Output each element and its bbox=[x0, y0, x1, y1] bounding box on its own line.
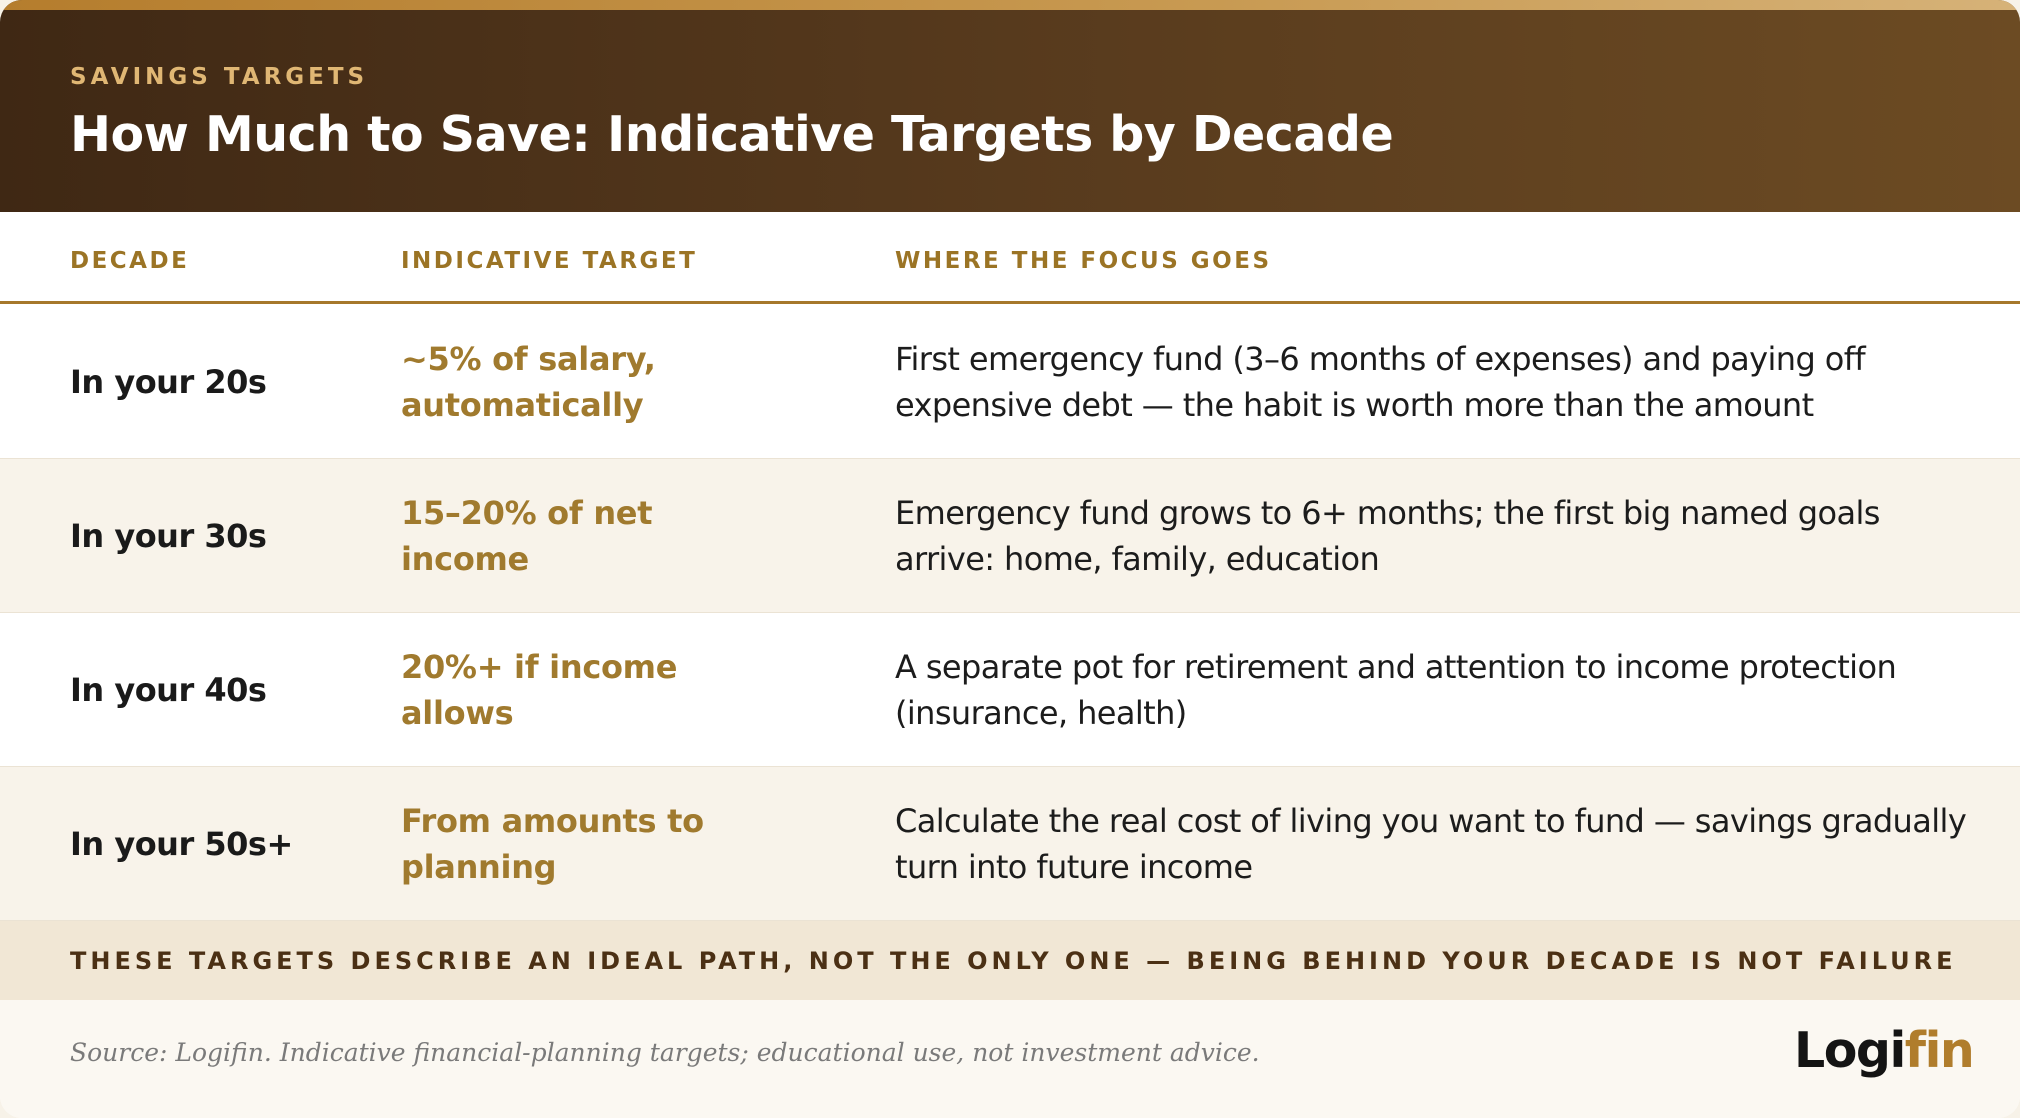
logo-text-gold: fin bbox=[1904, 1022, 1975, 1079]
target-cell: From amounts to planning bbox=[401, 802, 704, 886]
page-title: How Much to Save: Indicative Targets by … bbox=[70, 106, 1394, 163]
table-row: In your 20s ~5% of salary, automatically… bbox=[0, 305, 2020, 459]
decade-cell: In your 20s bbox=[70, 363, 267, 401]
table-row: In your 30s 15–20% of net income Emergen… bbox=[0, 459, 2020, 613]
source-note: Source: Logifin. Indicative financial-pl… bbox=[70, 1038, 1260, 1067]
decade-cell: In your 30s bbox=[70, 517, 267, 555]
logifin-logo: Logifin bbox=[1794, 1022, 1975, 1079]
disclaimer-text: THESE TARGETS DESCRIBE AN IDEAL PATH, NO… bbox=[70, 946, 1957, 975]
target-cell: 20%+ if income allows bbox=[401, 648, 678, 732]
decade-cell: In your 50s+ bbox=[70, 825, 293, 863]
target-cell: 15–20% of net income bbox=[401, 494, 653, 578]
card-footer: Source: Logifin. Indicative financial-pl… bbox=[0, 1000, 2020, 1118]
column-header-decade: DECADE bbox=[70, 248, 190, 274]
eyebrow-label: SAVINGS TARGETS bbox=[70, 64, 369, 90]
decade-cell: In your 40s bbox=[70, 671, 267, 709]
disclaimer-banner: THESE TARGETS DESCRIBE AN IDEAL PATH, NO… bbox=[0, 921, 2020, 1000]
card-header: SAVINGS TARGETS How Much to Save: Indica… bbox=[0, 0, 2020, 212]
column-header-target: INDICATIVE TARGET bbox=[401, 248, 698, 274]
table-header: DECADE INDICATIVE TARGET WHERE THE FOCUS… bbox=[0, 212, 2020, 304]
table-row: In your 50s+ From amounts to planning Ca… bbox=[0, 767, 2020, 921]
logo-text-dark: Logi bbox=[1794, 1022, 1906, 1079]
focus-cell: A separate pot for retirement and attent… bbox=[895, 648, 1897, 732]
focus-cell: Emergency fund grows to 6+ months; the f… bbox=[895, 494, 1880, 578]
focus-cell: Calculate the real cost of living you wa… bbox=[895, 802, 1967, 886]
focus-cell: First emergency fund (3–6 months of expe… bbox=[895, 340, 1866, 424]
column-header-focus: WHERE THE FOCUS GOES bbox=[895, 248, 1272, 274]
table-row: In your 40s 20%+ if income allows A sepa… bbox=[0, 613, 2020, 767]
target-cell: ~5% of salary, automatically bbox=[401, 340, 656, 424]
